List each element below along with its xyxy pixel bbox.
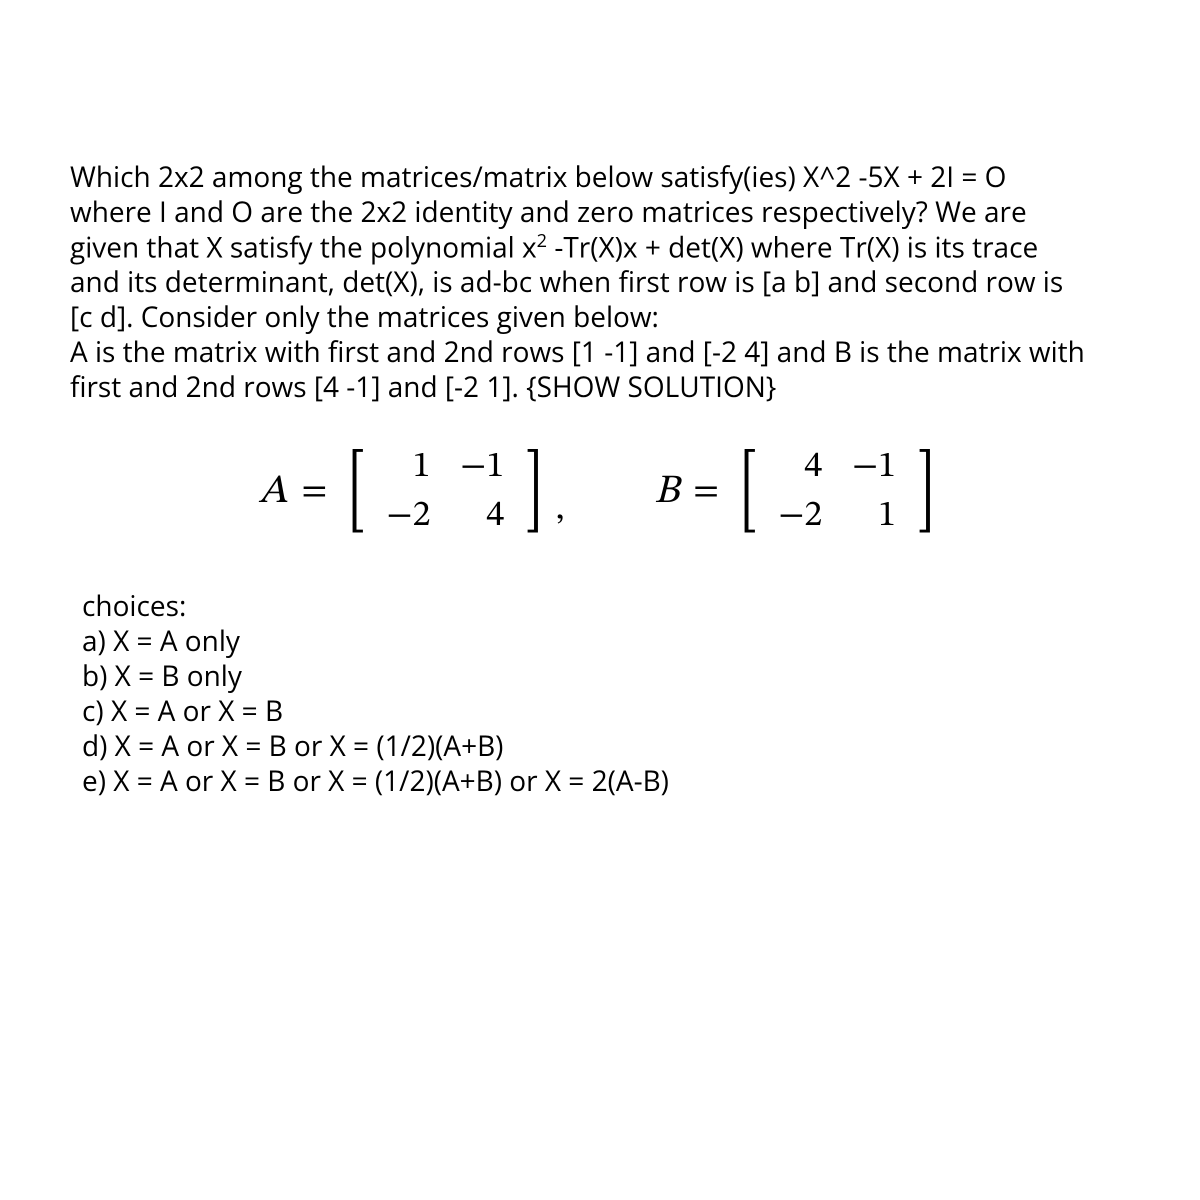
choice-b: b) X = B only — [82, 659, 1130, 694]
matrix-b-11: 4 — [778, 445, 822, 490]
matrix-b-12: −1 — [852, 445, 896, 490]
question-text: Which 2x2 among the matrices/matrix belo… — [70, 160, 1130, 405]
choice-a: a) X = A only — [82, 624, 1130, 659]
matrix-b-21: −2 — [778, 494, 822, 539]
matrix-b-22: 1 — [852, 494, 896, 539]
matrix-a-block: A = [ 1 −1 −2 4 ] , — [259, 445, 565, 539]
matrix-a-22: 4 — [460, 494, 504, 539]
equals-sign: = — [297, 470, 331, 515]
q-line7: first and 2nd rows [4 -1] and [-2 1]. {S… — [70, 368, 776, 406]
choice-c: c) X = A or X = B — [82, 694, 1130, 729]
matrix-a-11: 1 — [387, 445, 431, 490]
q-line2: where I and O are the 2x2 identity and z… — [70, 193, 1027, 231]
matrix-b-block: B = [ 4 −1 −2 1 ] — [654, 445, 941, 539]
matrix-a-12: −1 — [460, 445, 504, 490]
comma: , — [556, 488, 565, 533]
matrices-row: A = [ 1 −1 −2 4 ] , B = [ 4 −1 −2 1 ] — [70, 445, 1130, 539]
q-line3-prefix: given that X satisfy the polynomial x — [70, 228, 537, 266]
choice-d: d) X = A or X = B or X = (1/2)(A+B) — [82, 729, 1130, 764]
equals-sign: = — [689, 470, 723, 515]
right-bracket-icon: ] — [917, 463, 934, 522]
choices-header: choices: — [82, 589, 1130, 624]
q-line6: A is the matrix with first and 2nd rows … — [70, 333, 1085, 371]
matrix-b-grid: 4 −1 −2 1 — [774, 445, 900, 539]
right-bracket-icon: ] — [525, 463, 542, 522]
q-line5: [c d]. Consider only the matrices given … — [70, 298, 659, 336]
matrix-a-grid: 1 −1 −2 4 — [383, 445, 509, 539]
q-line3-suffix: -Tr(X)x + det(X) where Tr(X) is its trac… — [547, 228, 1038, 266]
matrix-b-label: B — [654, 467, 679, 517]
q-line3-sup: 2 — [537, 229, 547, 253]
choices-block: choices: a) X = A only b) X = B only c) … — [82, 589, 1130, 799]
q-line1: Which 2x2 among the matrices/matrix belo… — [70, 158, 1006, 196]
matrix-a-label: A — [259, 467, 288, 517]
page: Which 2x2 among the matrices/matrix belo… — [0, 0, 1200, 799]
left-bracket-icon: [ — [740, 463, 757, 522]
choice-e: e) X = A or X = B or X = (1/2)(A+B) or X… — [82, 764, 1130, 799]
left-bracket-icon: [ — [348, 463, 365, 522]
matrix-a-21: −2 — [387, 494, 431, 539]
q-line4: and its determinant, det(X), is ad-bc wh… — [70, 263, 1063, 301]
